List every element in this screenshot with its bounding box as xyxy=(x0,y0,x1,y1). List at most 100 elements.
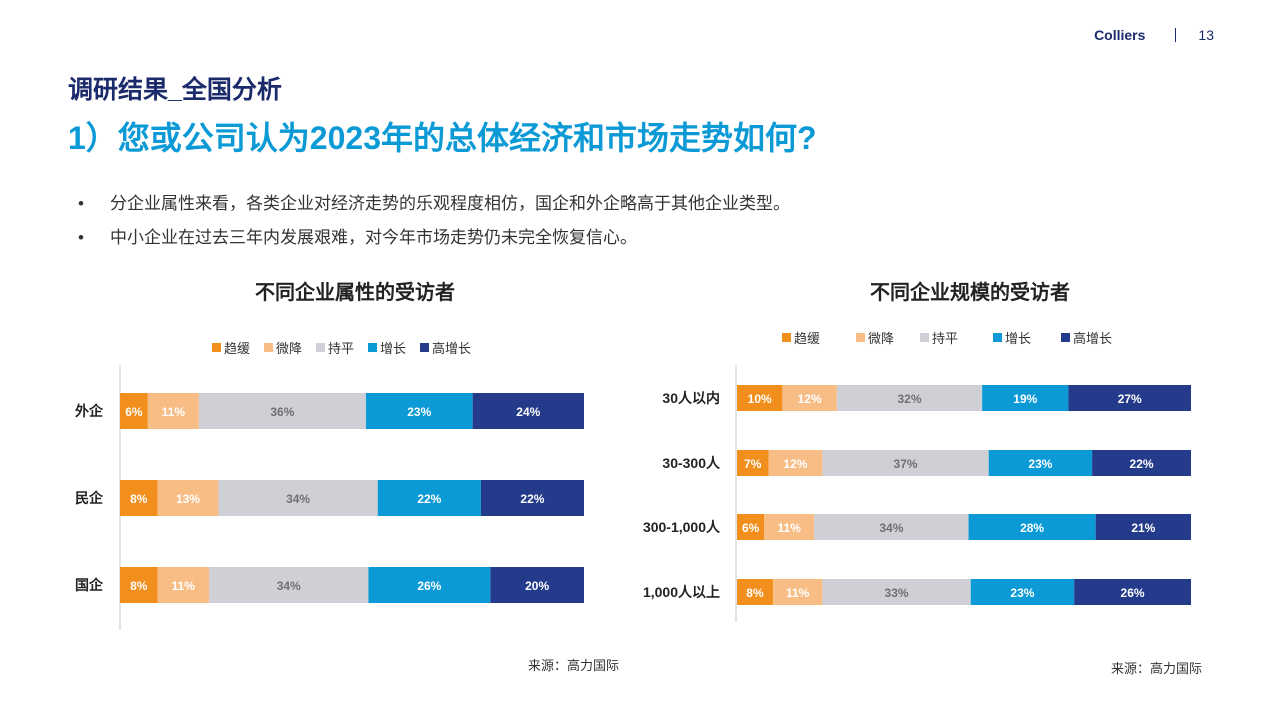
legend-swatch-ownership xyxy=(212,343,221,352)
bar-segment-size xyxy=(1068,385,1191,411)
data-label-size: 34% xyxy=(879,521,903,535)
data-label-ownership: 8% xyxy=(130,492,148,506)
bar-segment-size xyxy=(737,450,769,476)
legend-swatch-ownership xyxy=(368,343,377,352)
data-label-size: 12% xyxy=(798,392,822,406)
bar-segment-size xyxy=(737,514,765,540)
header-right: Colliers 13 xyxy=(1094,27,1214,43)
bar-segment-size xyxy=(1092,450,1191,476)
data-label-ownership: 13% xyxy=(176,492,200,506)
main-title: 1）您或公司认为2023年的总体经济和市场走势如何? xyxy=(68,120,817,156)
legend-swatch-size xyxy=(856,333,865,342)
bullet-list: • 分企业属性来看，各类企业对经济走势的乐观程度相仿，国企和外企略高于其他企业类型… xyxy=(78,187,790,255)
legend-swatch-ownership xyxy=(264,343,273,352)
bar-segment-size xyxy=(822,579,971,605)
bar-segment-size xyxy=(968,514,1096,540)
bar-segment-ownership xyxy=(120,567,158,603)
bar-segment-ownership xyxy=(218,480,378,516)
legend-label-ownership: 高增长 xyxy=(432,341,471,356)
data-label-ownership: 22% xyxy=(417,492,441,506)
data-label-ownership: 34% xyxy=(277,579,301,593)
legend-label-size: 微降 xyxy=(868,331,894,346)
page-number: 13 xyxy=(1198,27,1214,43)
bullet-text: 分企业属性来看，各类企业对经济走势的乐观程度相仿，国企和外企略高于其他企业类型。 xyxy=(110,194,790,213)
data-label-size: 27% xyxy=(1118,392,1142,406)
bar-segment-size xyxy=(772,579,823,605)
bar-segment-size xyxy=(1074,579,1191,605)
legend-swatch-size xyxy=(920,333,929,342)
header-divider xyxy=(1175,28,1177,42)
bar-segment-size xyxy=(737,385,783,411)
bar-segment-ownership xyxy=(368,567,491,603)
bar-segment-size xyxy=(814,514,969,540)
source-note-ownership: 来源：高力国际 xyxy=(528,658,620,673)
legend-swatch-size xyxy=(993,333,1002,342)
data-label-size: 26% xyxy=(1121,586,1145,600)
bullet-marker: • xyxy=(78,228,84,247)
category-label-size: 1,000人以上 xyxy=(643,584,720,600)
legend-swatch-ownership xyxy=(316,343,325,352)
bar-segment-size xyxy=(836,385,983,411)
bar-segment-size xyxy=(988,450,1093,476)
legend-swatch-size xyxy=(1061,333,1070,342)
data-label-size: 11% xyxy=(786,586,810,600)
data-label-size: 23% xyxy=(1010,586,1034,600)
category-label-size: 300-1,000人 xyxy=(643,519,721,535)
data-label-ownership: 24% xyxy=(516,405,540,419)
bar-segment-size xyxy=(782,385,837,411)
chart-title-ownership: 不同企业属性的受访者 xyxy=(255,282,455,304)
colliers-logo: Colliers xyxy=(1094,27,1146,43)
bullet-marker: • xyxy=(78,194,84,213)
category-label-ownership: 国企 xyxy=(75,577,104,593)
bar-segment-ownership xyxy=(209,567,369,603)
data-label-ownership: 36% xyxy=(270,405,294,419)
data-label-size: 10% xyxy=(748,392,772,406)
legend-swatch-ownership xyxy=(420,343,429,352)
bar-segment-ownership xyxy=(365,393,473,429)
data-label-ownership: 23% xyxy=(407,405,431,419)
data-label-ownership: 8% xyxy=(130,579,148,593)
bullet-text: 中小企业在过去三年内发展艰难，对今年市场走势仍未完全恢复信心。 xyxy=(110,228,637,247)
data-label-size: 12% xyxy=(783,457,807,471)
bar-segment-ownership xyxy=(198,393,366,429)
data-label-size: 37% xyxy=(894,457,918,471)
bar-segment-size xyxy=(764,514,815,540)
data-label-ownership: 26% xyxy=(417,579,441,593)
legend-swatch-size xyxy=(782,333,791,342)
source-note-size: 来源：高力国际 xyxy=(1111,661,1203,676)
legend-label-size: 持平 xyxy=(932,331,958,346)
data-label-size: 22% xyxy=(1130,457,1154,471)
data-label-ownership: 6% xyxy=(125,405,143,419)
bar-segment-ownership xyxy=(377,480,481,516)
data-label-size: 32% xyxy=(898,392,922,406)
legend-label-ownership: 持平 xyxy=(328,341,354,356)
bar-segment-ownership xyxy=(480,480,584,516)
bar-segment-ownership xyxy=(157,567,210,603)
bar-segment-size xyxy=(1095,514,1191,540)
data-label-size: 19% xyxy=(1013,392,1037,406)
category-label-size: 30-300人 xyxy=(662,455,721,471)
legend-label-size: 增长 xyxy=(1005,331,1031,346)
legend-label-ownership: 趋缓 xyxy=(224,341,250,356)
bar-segment-size xyxy=(768,450,823,476)
bar-segment-ownership xyxy=(490,567,584,603)
bar-segment-size xyxy=(982,385,1069,411)
bar-segment-size xyxy=(737,579,773,605)
legend-label-size: 高增长 xyxy=(1073,331,1112,346)
category-label-size: 30人以内 xyxy=(662,390,720,406)
chart-title-size: 不同企业规模的受访者 xyxy=(870,282,1070,304)
data-label-ownership: 34% xyxy=(286,492,310,506)
section-title: 调研结果_全国分析 xyxy=(68,76,282,104)
data-label-size: 7% xyxy=(744,457,762,471)
data-label-size: 11% xyxy=(778,521,802,535)
category-label-ownership: 外企 xyxy=(75,403,104,419)
data-label-size: 28% xyxy=(1020,521,1044,535)
data-label-ownership: 11% xyxy=(172,579,196,593)
bar-segment-ownership xyxy=(157,480,219,516)
data-label-size: 6% xyxy=(742,521,760,535)
bar-segment-size xyxy=(822,450,989,476)
legend-label-size: 趋缓 xyxy=(794,331,820,346)
bar-segment-ownership xyxy=(472,393,584,429)
data-label-size: 23% xyxy=(1028,457,1052,471)
category-label-ownership: 民企 xyxy=(75,490,104,506)
